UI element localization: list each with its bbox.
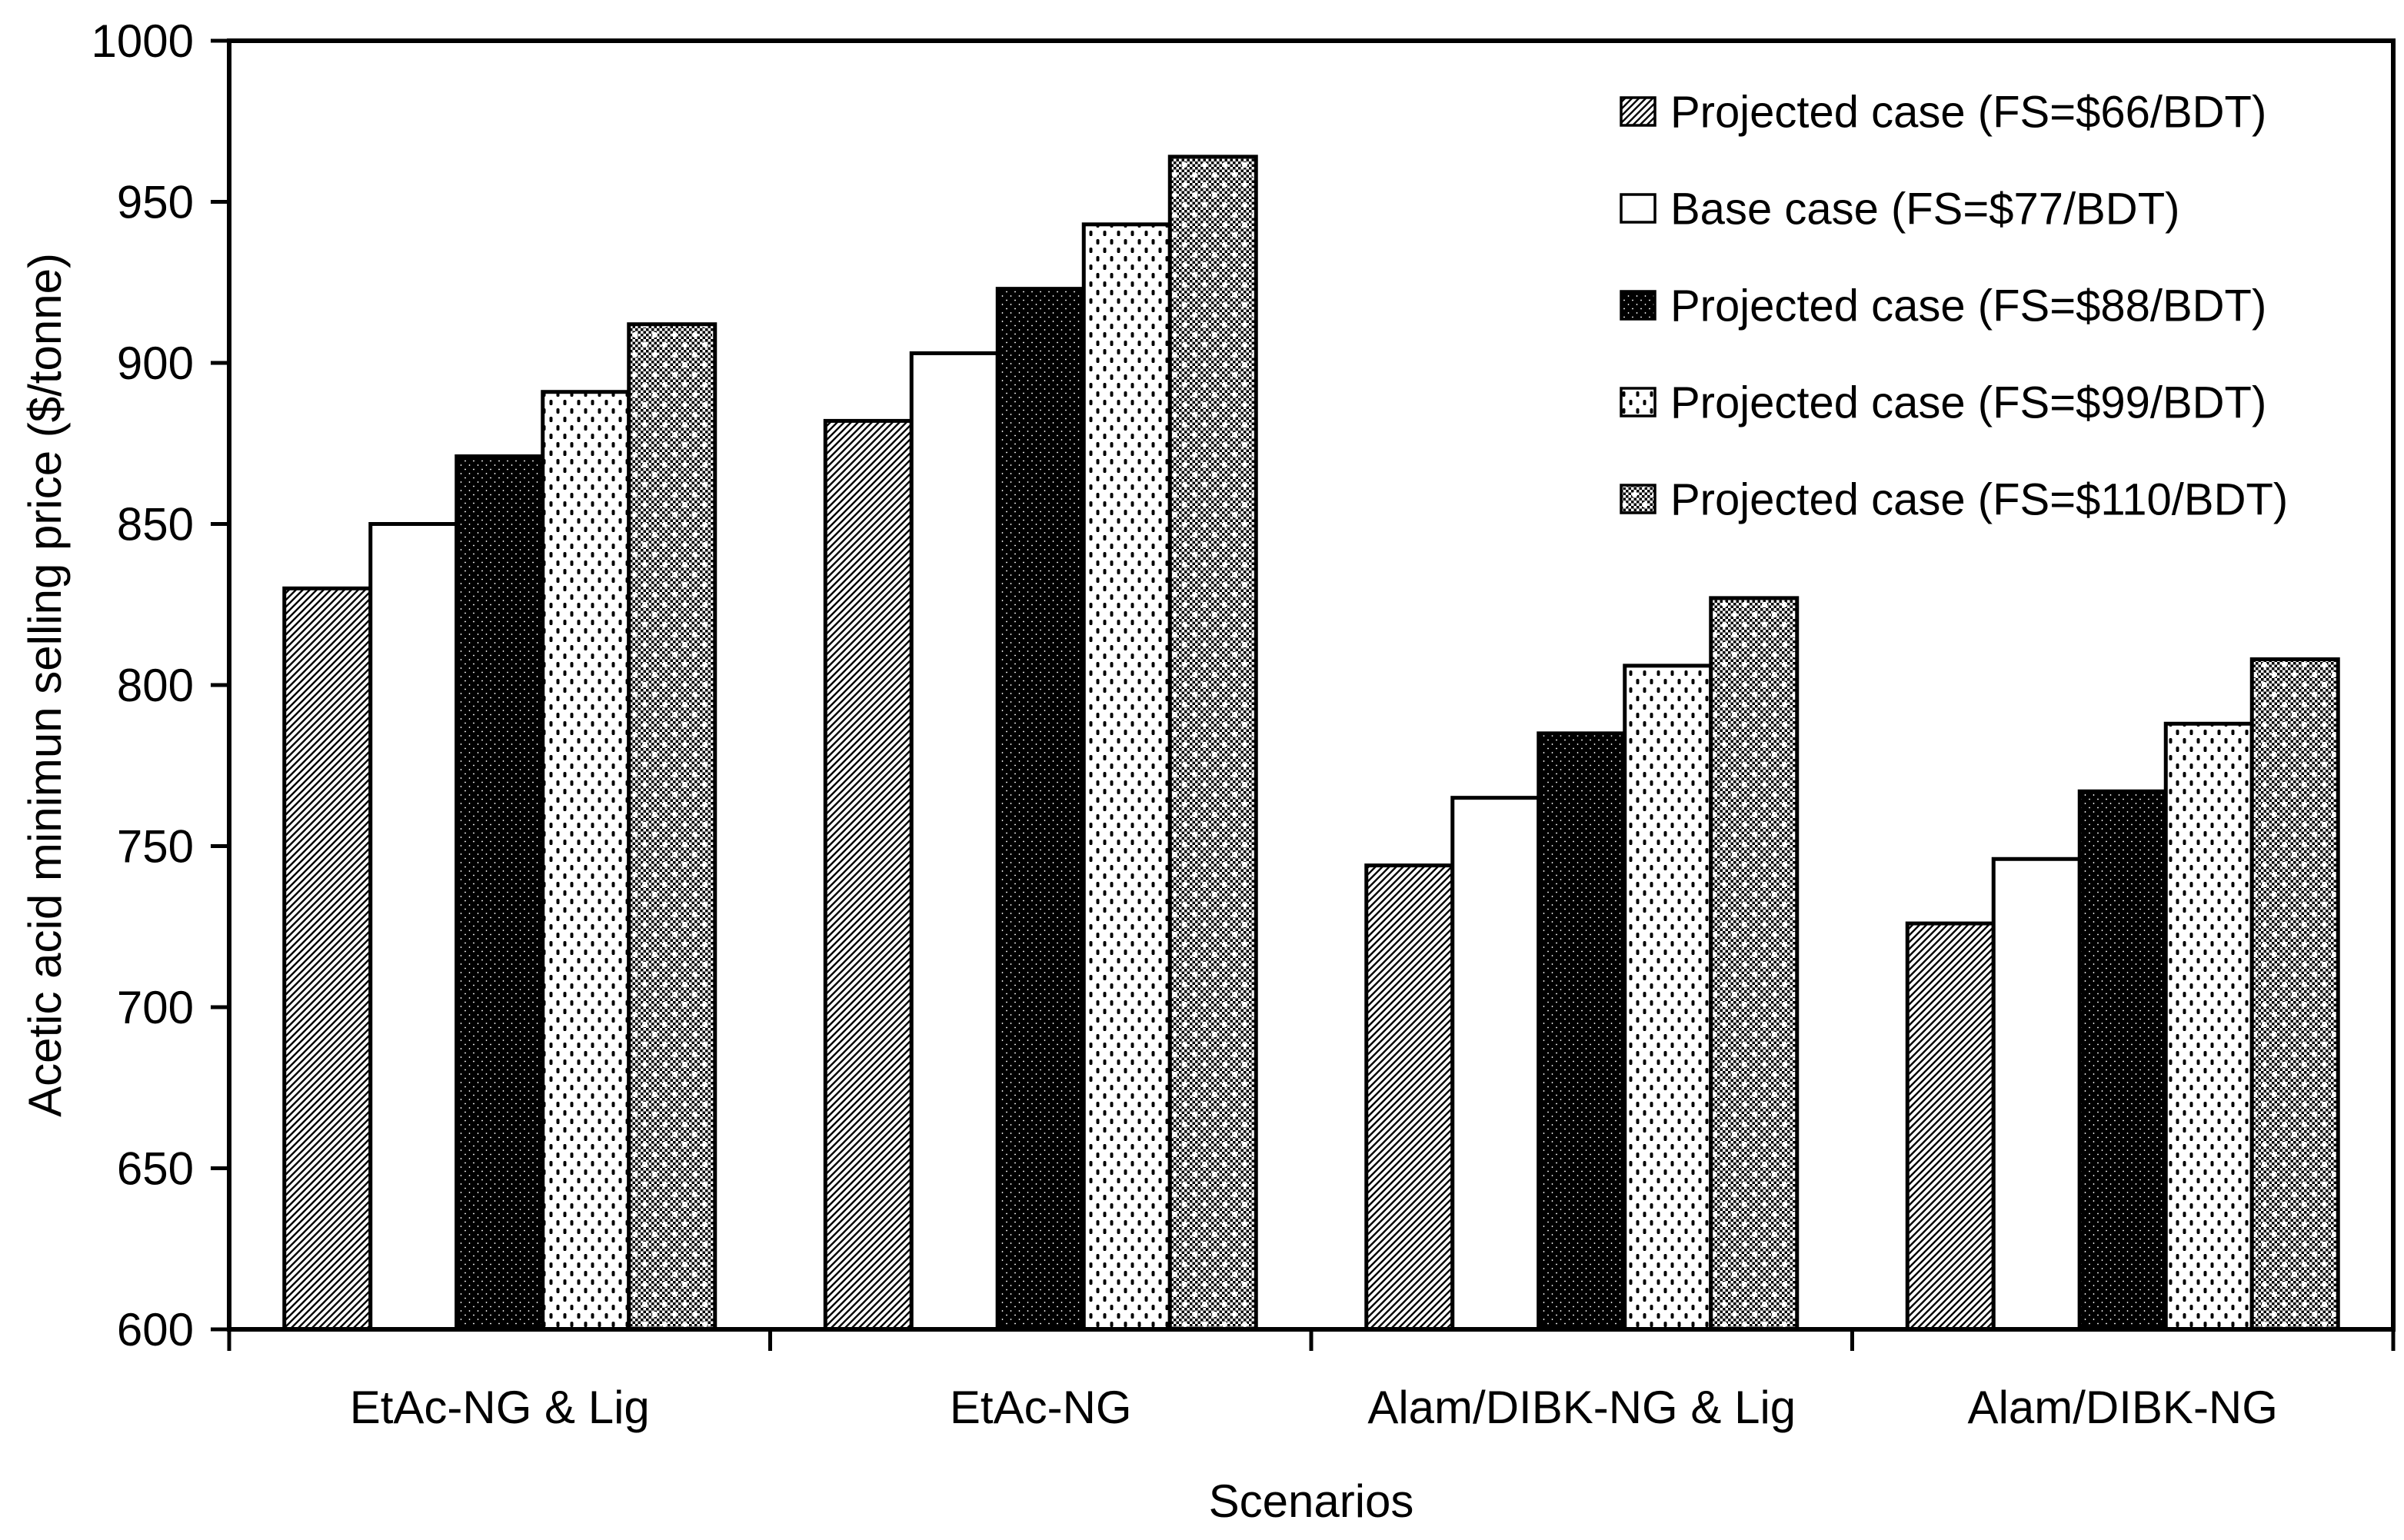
bar-speckle: [1170, 156, 1257, 1330]
legend-swatch: [1621, 98, 1655, 125]
bar: [997, 288, 1084, 1329]
y-tick-label: 1000: [92, 15, 194, 67]
legend-label: Projected case (FS=$88/BDT): [1670, 281, 2266, 331]
legend-label: Base case (FS=$77/BDT): [1670, 184, 2179, 234]
legend-label: Projected case (FS=$99/BDT): [1670, 378, 2266, 427]
bar: [1993, 859, 2080, 1329]
bar: [1452, 797, 1539, 1329]
legend-swatch-border: [1620, 290, 1656, 321]
bar: [825, 421, 912, 1330]
axis-labels: 600 650 700 750 800 850 900 950 1000 EtAc-NG & Li…: [19, 15, 2278, 1527]
y-tick-label: 650: [117, 1143, 194, 1195]
y-tick-label: 700: [117, 982, 194, 1033]
legend: Projected case (FS=$66/BDT) Base case (FS…: [1620, 87, 2288, 524]
axes: [211, 38, 2396, 1351]
bar: [1907, 923, 1994, 1329]
bar: [284, 588, 371, 1329]
bar-speckle: [2252, 659, 2339, 1329]
x-category-label: EtAc-NG: [950, 1382, 1132, 1433]
bar: [1538, 733, 1625, 1329]
x-axis-title: Scenarios: [1209, 1475, 1414, 1527]
y-tick-label: 900: [117, 338, 194, 389]
bar: [2079, 791, 2166, 1329]
bar: [911, 353, 998, 1330]
x-category-label: Alam/DIBK-NG & Lig: [1367, 1382, 1796, 1433]
bar-speckle: [628, 324, 715, 1330]
legend-swatch: [1621, 195, 1655, 222]
y-tick-label: 850: [117, 499, 194, 550]
bar: [1624, 665, 1711, 1329]
x-category-label: Alam/DIBK-NG: [1968, 1382, 2278, 1433]
bar: [2166, 723, 2253, 1329]
legend-swatch: [1621, 291, 1655, 319]
bar: [1084, 224, 1170, 1330]
legend-label: Projected case (FS=$110/BDT): [1670, 474, 2288, 524]
y-axis-title: Acetic acid minimun selling price ($/ton…: [19, 253, 71, 1117]
legend-swatch-border: [1620, 193, 1656, 224]
y-tick-label: 750: [117, 821, 194, 873]
y-tick-label: 800: [117, 660, 194, 711]
legend-swatch-border: [1620, 96, 1656, 127]
legend-swatch: [1621, 388, 1655, 416]
bar-speckle: [1710, 597, 1797, 1329]
bar: [370, 524, 457, 1329]
bar: [542, 391, 629, 1330]
plot-area: [282, 155, 2340, 1332]
legend-swatch-border: [1620, 387, 1656, 417]
legend-swatch-speckle: [1621, 485, 1655, 513]
y-tick-label: 950: [117, 177, 194, 228]
bar: [456, 456, 543, 1329]
legend-swatch-border: [1620, 484, 1656, 514]
bar: [1366, 865, 1453, 1329]
legend-label: Projected case (FS=$66/BDT): [1670, 87, 2266, 137]
x-category-label: EtAc-NG & Lig: [350, 1382, 650, 1433]
y-tick-label: 600: [117, 1304, 194, 1355]
